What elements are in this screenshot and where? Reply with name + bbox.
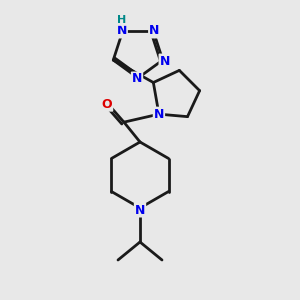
Text: N: N (149, 25, 160, 38)
Text: N: N (132, 73, 142, 85)
Text: H: H (117, 15, 126, 25)
Text: N: N (135, 203, 145, 217)
Text: N: N (160, 55, 170, 68)
Text: N: N (116, 25, 127, 38)
Text: O: O (102, 98, 112, 111)
Text: N: N (154, 108, 164, 121)
